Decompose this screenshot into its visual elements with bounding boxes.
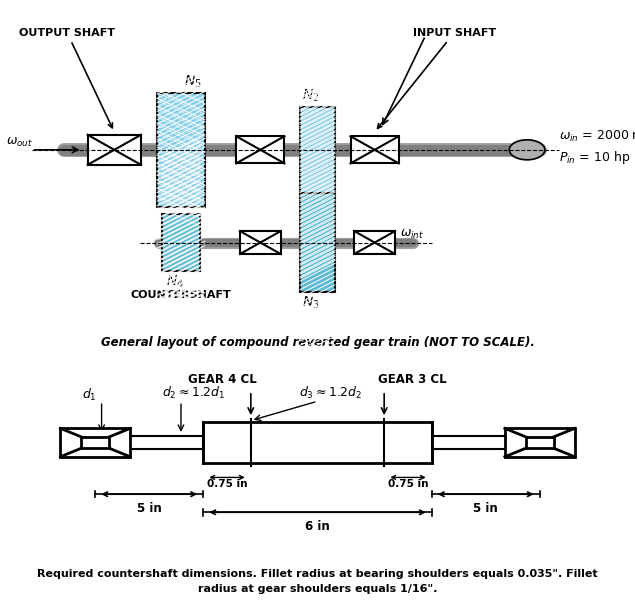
Text: $N_5$: $N_5$ [184,74,202,90]
Bar [162,214,200,271]
Bar [240,231,281,254]
Text: radius at gear shoulders equals 1/16".: radius at gear shoulders equals 1/16". [198,584,437,594]
Text: $\omega_{in}$ = 2000 rpm: $\omega_{in}$ = 2000 rpm [559,128,635,144]
Bar [95,436,203,449]
Text: Required countershaft dimensions. Fillet radius at bearing shoulders equals 0.03: Required countershaft dimensions. Fillet… [37,569,598,579]
Text: 0.75 in: 0.75 in [388,478,428,489]
Text: $P_{in}$ = 10 hp: $P_{in}$ = 10 hp [559,148,630,165]
Bar [60,428,130,457]
Text: 6 in: 6 in [305,520,330,533]
Text: INPUT SHAFT: INPUT SHAFT [378,28,496,129]
Bar [157,93,204,207]
Bar [351,137,399,164]
Bar [88,135,141,165]
Text: $d_1$: $d_1$ [81,387,97,403]
Bar [505,428,575,457]
Bar [354,231,395,254]
Bar [300,192,335,293]
Text: $N_2$: $N_2$ [302,88,320,105]
Circle shape [509,140,545,160]
Text: $N_4$: $N_4$ [166,273,184,290]
Bar [203,422,432,463]
Text: $d_2 \approx 1.2d_1$: $d_2 \approx 1.2d_1$ [162,386,225,402]
Bar [300,107,335,192]
Text: 0.75 in: 0.75 in [207,478,247,489]
Text: General layout of compound reverted gear train (NOT TO SCALE).: General layout of compound reverted gear… [100,336,535,349]
Text: $d_3 \approx 1.2d_2$: $d_3 \approx 1.2d_2$ [298,386,362,402]
Text: $\omega_{out}$: $\omega_{out}$ [6,135,32,149]
Bar [432,436,540,449]
Text: COUNTERSHAFT: COUNTERSHAFT [131,290,231,300]
Bar [81,437,109,448]
Text: GEAR 4 CL: GEAR 4 CL [188,373,257,386]
Text: 5 in: 5 in [137,502,161,515]
Bar [526,437,554,448]
Bar [236,137,284,164]
Text: 5 in: 5 in [474,502,498,515]
Text: GEAR 3 CL: GEAR 3 CL [378,373,447,386]
Text: $N_3$: $N_3$ [302,295,320,311]
Text: $\omega_{int}$: $\omega_{int}$ [400,228,424,241]
Text: OUTPUT SHAFT: OUTPUT SHAFT [19,28,115,128]
